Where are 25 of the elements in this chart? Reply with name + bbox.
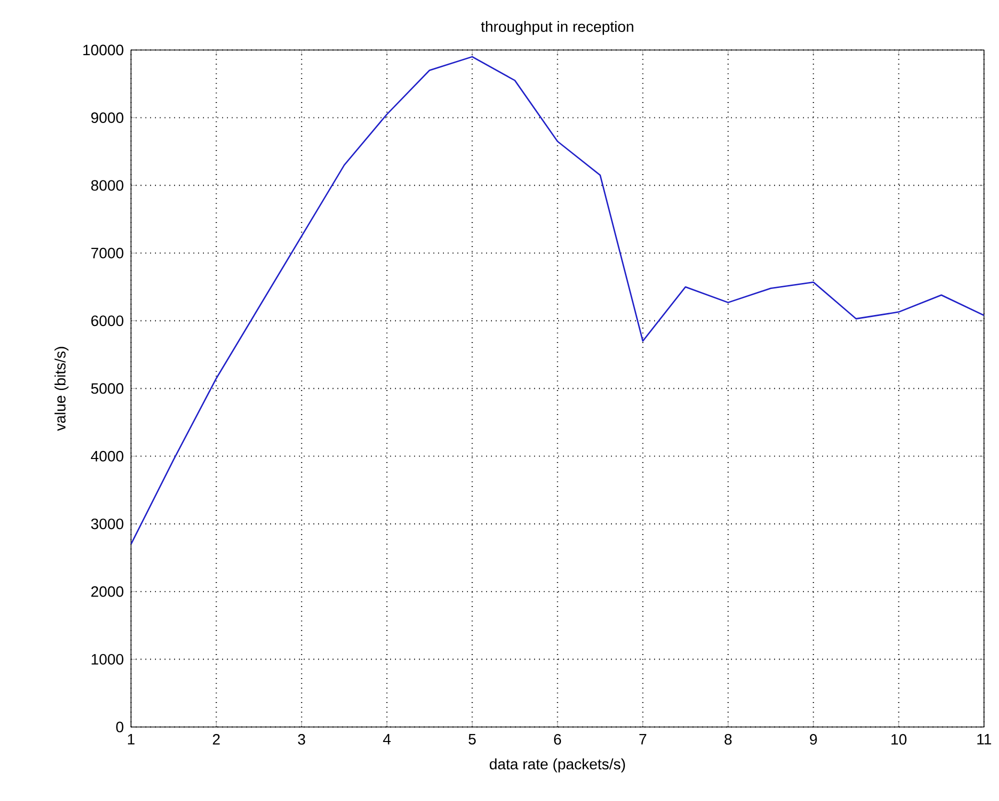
y-tick-label: 0 [116,722,124,732]
y-tick-label: 4000 [90,450,124,462]
y-tick-label: 1000 [92,654,124,665]
y-tick-label: 7000 [91,248,124,258]
x-tick-label: 4 [383,734,391,744]
y-tick-label: 6000 [91,315,124,326]
y-tick-label: 8000 [91,180,124,191]
x-tick-label: 7 [639,734,646,744]
y-tick-label: 3000 [91,518,124,530]
x-tick-label: 1 [128,734,134,744]
x-tick-label: 11 [977,734,992,744]
y-tick-label: 10000 [83,44,124,56]
x-tick-label: 2 [212,734,220,745]
x-tick-label: 5 [468,734,476,745]
x-tick-label: 9 [810,734,817,745]
y-tick-label: 9000 [91,112,124,124]
x-tick-label: 6 [554,734,562,745]
y-tick-label: 5000 [91,383,124,394]
x-tick-label: 3 [298,734,306,745]
x-axis-title: data rate (packets/s) [490,758,625,772]
x-tick-label: 10 [891,734,906,745]
x-tick-label: 8 [724,734,732,745]
chart-title: throughput in reception [481,20,634,35]
y-tick-label: 2000 [91,586,124,597]
y-axis-title: value (bits/s) [54,346,68,431]
